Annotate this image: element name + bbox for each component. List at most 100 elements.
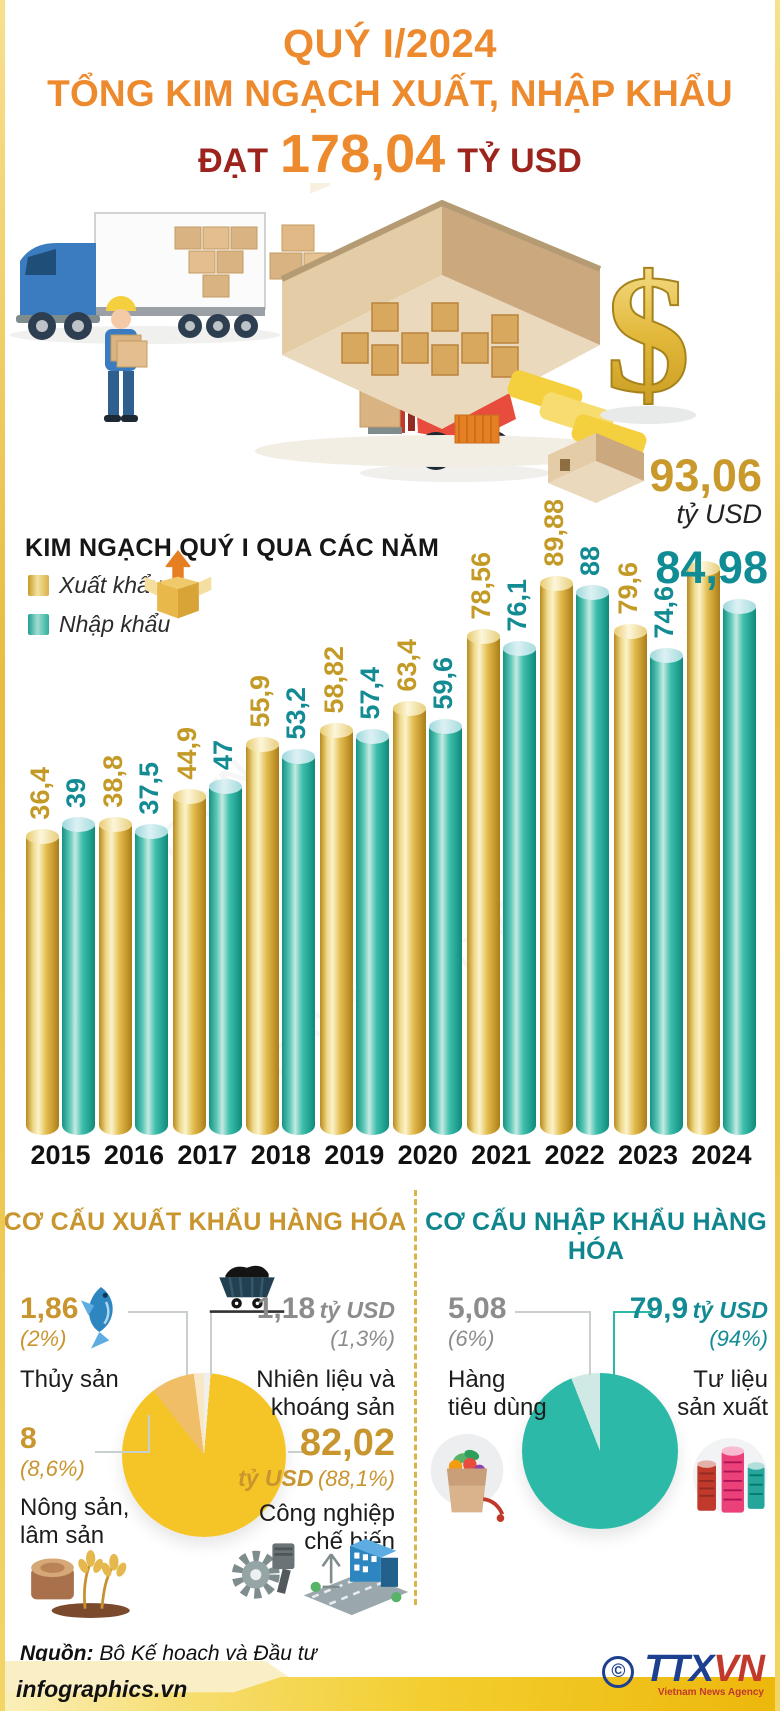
thuy-san-value: 1,86 (20, 1292, 79, 1325)
agency-logo: © TTXVN Vietnam News Agency (602, 1650, 765, 1699)
agency-name: TTXVN (644, 1648, 765, 1690)
tu-lieu-value-line: 79,9 tỷ USD (598, 1292, 768, 1326)
import-value-label-2017: 47 (207, 739, 238, 770)
import-bar-2016 (135, 824, 169, 1135)
import-value-label-2020: 59,6 (428, 657, 459, 710)
connector-line (613, 1311, 653, 1313)
callout-thuy-san: 1,86 (2%) Thủy sản (20, 1292, 119, 1394)
export-bar-2017 (172, 789, 206, 1135)
bar-group-2022: 89,88 88 (539, 499, 610, 1135)
header: QUÝ I/2024 TỔNG KIM NGẠCH XUẤT, NHẬP KHẨ… (0, 22, 780, 185)
import-structure-title: CƠ CẤU NHẬP KHẨU HÀNG HÓA (425, 1208, 767, 1265)
nong-san-percent: (8,6%) (20, 1456, 85, 1481)
export-value-label-2020: 63,4 (392, 639, 423, 692)
tu-lieu-label-2: sản xuất (677, 1393, 768, 1421)
year-label-2020: 2020 (397, 1140, 458, 1170)
cong-nghiep-label-1: Công nghiệp (258, 1500, 395, 1527)
highlight-2024-import: 84,98 (655, 542, 768, 593)
dollar-sign-illustration: $ (600, 239, 696, 429)
cong-nghiep-unit-line: tỷ USD (88,1%) (225, 1465, 395, 1492)
highlight-export-unit: tỷ USD (676, 499, 762, 530)
open-box-icon (144, 550, 212, 619)
nhien-lieu-value-line: 1,18 tỷ USD (205, 1292, 395, 1326)
callout-nhien-lieu: 1,18 tỷ USD (1,3%) Nhiên liệu và khoáng … (205, 1292, 395, 1421)
nong-san-label-2: lâm sản (20, 1521, 105, 1549)
import-value-label-2021: 76,1 (501, 579, 532, 632)
warehouse-illustration (255, 183, 647, 503)
export-value-label-2018: 55,9 (245, 675, 276, 728)
legend-import-label: Nhập khẩu (59, 611, 171, 637)
agency-subtitle: Vietnam News Agency (657, 1687, 764, 1699)
year-label-2024: 2024 (691, 1140, 752, 1170)
import-bar-2024 (722, 599, 756, 1135)
footer: Nguồn: Bộ Kế hoạch và Đầu tư infographic… (0, 1620, 780, 1711)
x-axis-years: 2015 2016 2017 2018 2019 2020 2021 2022 2023 2024 (26, 1140, 756, 1171)
connector-line (186, 1311, 188, 1375)
import-bar-2019 (355, 729, 389, 1135)
hang-tieu-dung-value: 5,08 (448, 1292, 507, 1325)
import-value-label-2019: 57,4 (354, 667, 385, 720)
import-value-label-2023: 74,6 (648, 586, 679, 639)
year-label-2023: 2023 (617, 1140, 679, 1170)
import-bar-2015 (62, 817, 95, 1135)
connector-line (128, 1311, 188, 1313)
callout-hang-tieu-dung: 5,08 (6%) Hàng tiêu dùng (448, 1292, 547, 1421)
bar-group-2023: 79,6 74,6 (613, 562, 683, 1135)
import-bar-2018 (282, 749, 316, 1135)
tu-lieu-label-1: Tư liệu (693, 1366, 768, 1393)
legend-item-import: Nhập khẩu (28, 611, 170, 638)
bar-group-2024 (686, 561, 756, 1135)
import-bar-2020 (429, 719, 463, 1135)
bar-group-2015: 36,4 39 (25, 767, 95, 1135)
connector-line (95, 1451, 150, 1453)
bar-group-2019: 58,82 57,4 (319, 646, 389, 1135)
export-bar-2023 (613, 624, 647, 1135)
cong-nghiep-unit: tỷ USD (238, 1465, 314, 1491)
wood-grain-icon (31, 1550, 130, 1618)
gear-piston-icon (231, 1543, 295, 1599)
fish-icon (81, 1287, 113, 1349)
export-bar-2015 (26, 829, 59, 1135)
year-label-2017: 2017 (177, 1140, 238, 1170)
shed-illustration (548, 433, 644, 503)
bar-chart-section: TTXVN TTXVN TTXVN KIM NGẠCH QUÝ I QUA CÁ… (0, 450, 780, 1180)
title-value-line: ĐẠT 178,04 TỶ USD (0, 123, 780, 185)
section-divider (414, 1190, 417, 1605)
coal-cart-icon (209, 1265, 285, 1313)
nhien-lieu-value: 1,18 (256, 1292, 316, 1325)
export-bar-2022 (540, 576, 574, 1135)
callout-tu-lieu: 79,9 tỷ USD (94%) Tư liệu sản xuất (598, 1292, 768, 1421)
bar-plot: 36,4 39 38,8 37,5 44,9 47 55,9 53,2 58,82 57,4 63,… (25, 450, 756, 1135)
export-bar-2019 (319, 723, 353, 1135)
title-total-value: 178,04 (280, 124, 446, 184)
hang-tieu-dung-label-2: tiêu dùng (448, 1393, 547, 1421)
title-main: TỔNG KIM NGẠCH XUẤT, NHẬP KHẨU (47, 73, 733, 114)
export-value-label-2016: 38,8 (98, 755, 129, 808)
export-bar-2020 (393, 701, 427, 1135)
callout-nong-san: 8 (8,6%) Nông sản, lâm sản (20, 1422, 129, 1549)
grocery-bag-icon (430, 1434, 505, 1522)
export-value-label-2022: 89,88 (539, 499, 570, 567)
year-label-2019: 2019 (324, 1140, 385, 1170)
bar-group-2021: 78,56 76,1 (466, 552, 536, 1135)
thread-spools-icon (692, 1438, 768, 1513)
connector-line (210, 1311, 212, 1375)
bar-chart-title: KIM NGẠCH QUÝ I QUA CÁC NĂM (25, 534, 440, 562)
pie-section: CƠ CẤU XUẤT KHẨU HÀNG HÓA CƠ CẤU NHẬP KH… (0, 1180, 780, 1620)
site-name: infographics.vn (16, 1676, 188, 1702)
year-label-2018: 2018 (250, 1140, 311, 1170)
export-swatch (28, 575, 49, 596)
import-bar-2021 (502, 641, 536, 1135)
year-label-2015: 2015 (30, 1140, 91, 1170)
export-bar-2021 (466, 629, 500, 1135)
copyright-icon: © (602, 1656, 635, 1688)
title-unit: TỶ USD (457, 142, 582, 180)
export-value-label-2023: 79,6 (612, 562, 643, 615)
year-label-2022: 2022 (544, 1140, 605, 1170)
bar-chart-legend: Xuất khẩu Nhập khẩu (28, 572, 170, 650)
import-value-label-2016: 37,5 (134, 762, 165, 815)
tu-lieu-percent: (94%) (709, 1326, 768, 1351)
left-gold-border (0, 0, 5, 1711)
connector-line (613, 1311, 615, 1375)
